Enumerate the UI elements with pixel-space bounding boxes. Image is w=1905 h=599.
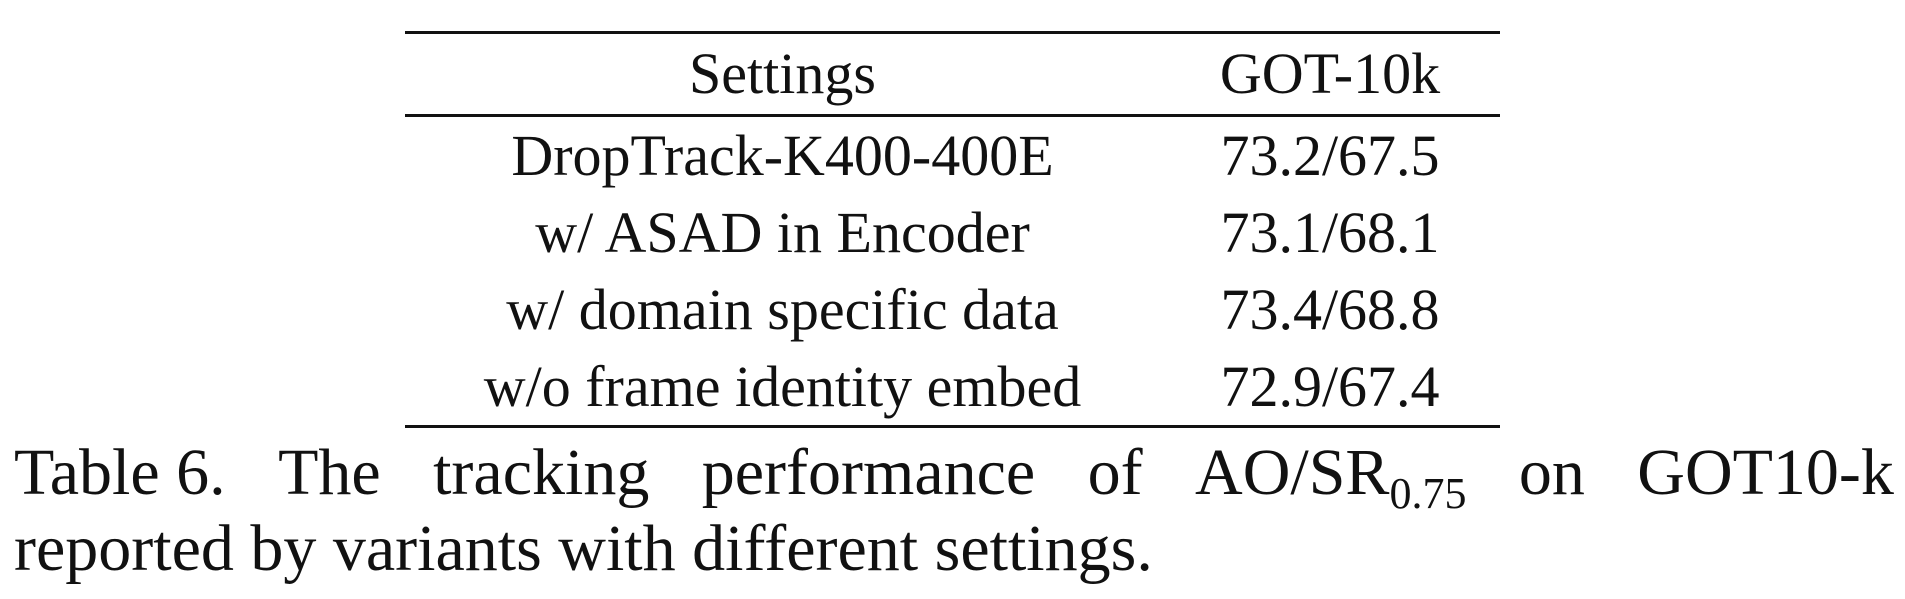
results-table: Settings GOT-10k DropTrack-K400-400E 73.… (405, 31, 1500, 428)
metric-subscript: 0.75 (1389, 469, 1467, 518)
caption-metric: AO/SR0.75 (1195, 435, 1466, 516)
caption-word: of (1087, 436, 1143, 509)
table-row: w/o frame identity embed 72.9/67.4 (405, 348, 1500, 427)
got10k-cell: 73.4/68.8 (1220, 276, 1440, 342)
caption-line-1: Table 6. The tracking performance of AO/… (14, 435, 1894, 516)
setting-cell: w/o frame identity embed (483, 353, 1082, 419)
caption-word: The (278, 436, 381, 509)
table-caption: Table 6. The tracking performance of AO/… (14, 435, 1894, 587)
got10k-cell: 73.2/67.5 (1220, 122, 1440, 188)
caption-word: GOT10-k (1637, 436, 1894, 509)
metric-name: AO/SR (1195, 436, 1390, 509)
got10k-cell: 72.9/67.4 (1220, 353, 1440, 419)
got10k-cell: 73.1/68.1 (1220, 199, 1440, 265)
header-got10k: GOT-10k (1219, 41, 1441, 106)
table-row: w/ domain specific data 73.4/68.8 (405, 271, 1500, 348)
table-row: w/ ASAD in Encoder 73.1/68.1 (405, 194, 1500, 271)
setting-cell: w/ ASAD in Encoder (535, 199, 1030, 265)
caption-line-2: reported by variants with different sett… (14, 512, 1153, 585)
header-settings: Settings (689, 41, 876, 106)
caption-word: tracking (433, 436, 650, 509)
setting-cell: w/ domain specific data (506, 276, 1059, 342)
table-header-row: Settings GOT-10k (405, 32, 1500, 116)
caption-word: on (1518, 436, 1585, 509)
table-row: DropTrack-K400-400E 73.2/67.5 (405, 116, 1500, 195)
setting-cell: DropTrack-K400-400E (511, 122, 1054, 188)
caption-word: performance (701, 436, 1036, 509)
caption-label: Table 6. (14, 436, 226, 509)
results-table-container: Settings GOT-10k DropTrack-K400-400E 73.… (405, 31, 1500, 428)
